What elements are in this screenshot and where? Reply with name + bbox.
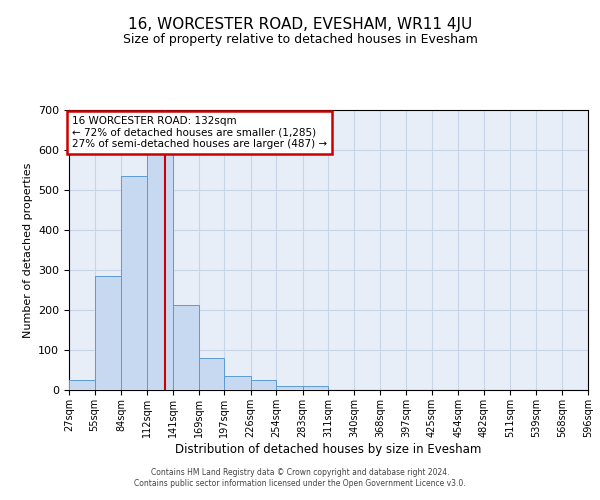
X-axis label: Distribution of detached houses by size in Evesham: Distribution of detached houses by size … (175, 442, 482, 456)
Bar (302, 386, 328, 390)
Text: Size of property relative to detached houses in Evesham: Size of property relative to detached ho… (122, 32, 478, 46)
Bar (95, 276, 121, 390)
Bar (173, 305, 199, 390)
Y-axis label: Number of detached properties: Number of detached properties (23, 162, 32, 338)
Bar (251, 380, 276, 390)
Bar (199, 358, 224, 390)
Text: 16, WORCESTER ROAD, EVESHAM, WR11 4JU: 16, WORCESTER ROAD, EVESHAM, WR11 4JU (128, 18, 472, 32)
Bar (121, 176, 146, 390)
Bar (224, 376, 251, 390)
Text: Contains HM Land Registry data © Crown copyright and database right 2024.
Contai: Contains HM Land Registry data © Crown c… (134, 468, 466, 487)
Bar (276, 386, 302, 390)
Bar (146, 154, 173, 390)
Bar (69, 380, 95, 390)
Text: 16 WORCESTER ROAD: 132sqm
← 72% of detached houses are smaller (1,285)
27% of se: 16 WORCESTER ROAD: 132sqm ← 72% of detac… (72, 116, 327, 149)
